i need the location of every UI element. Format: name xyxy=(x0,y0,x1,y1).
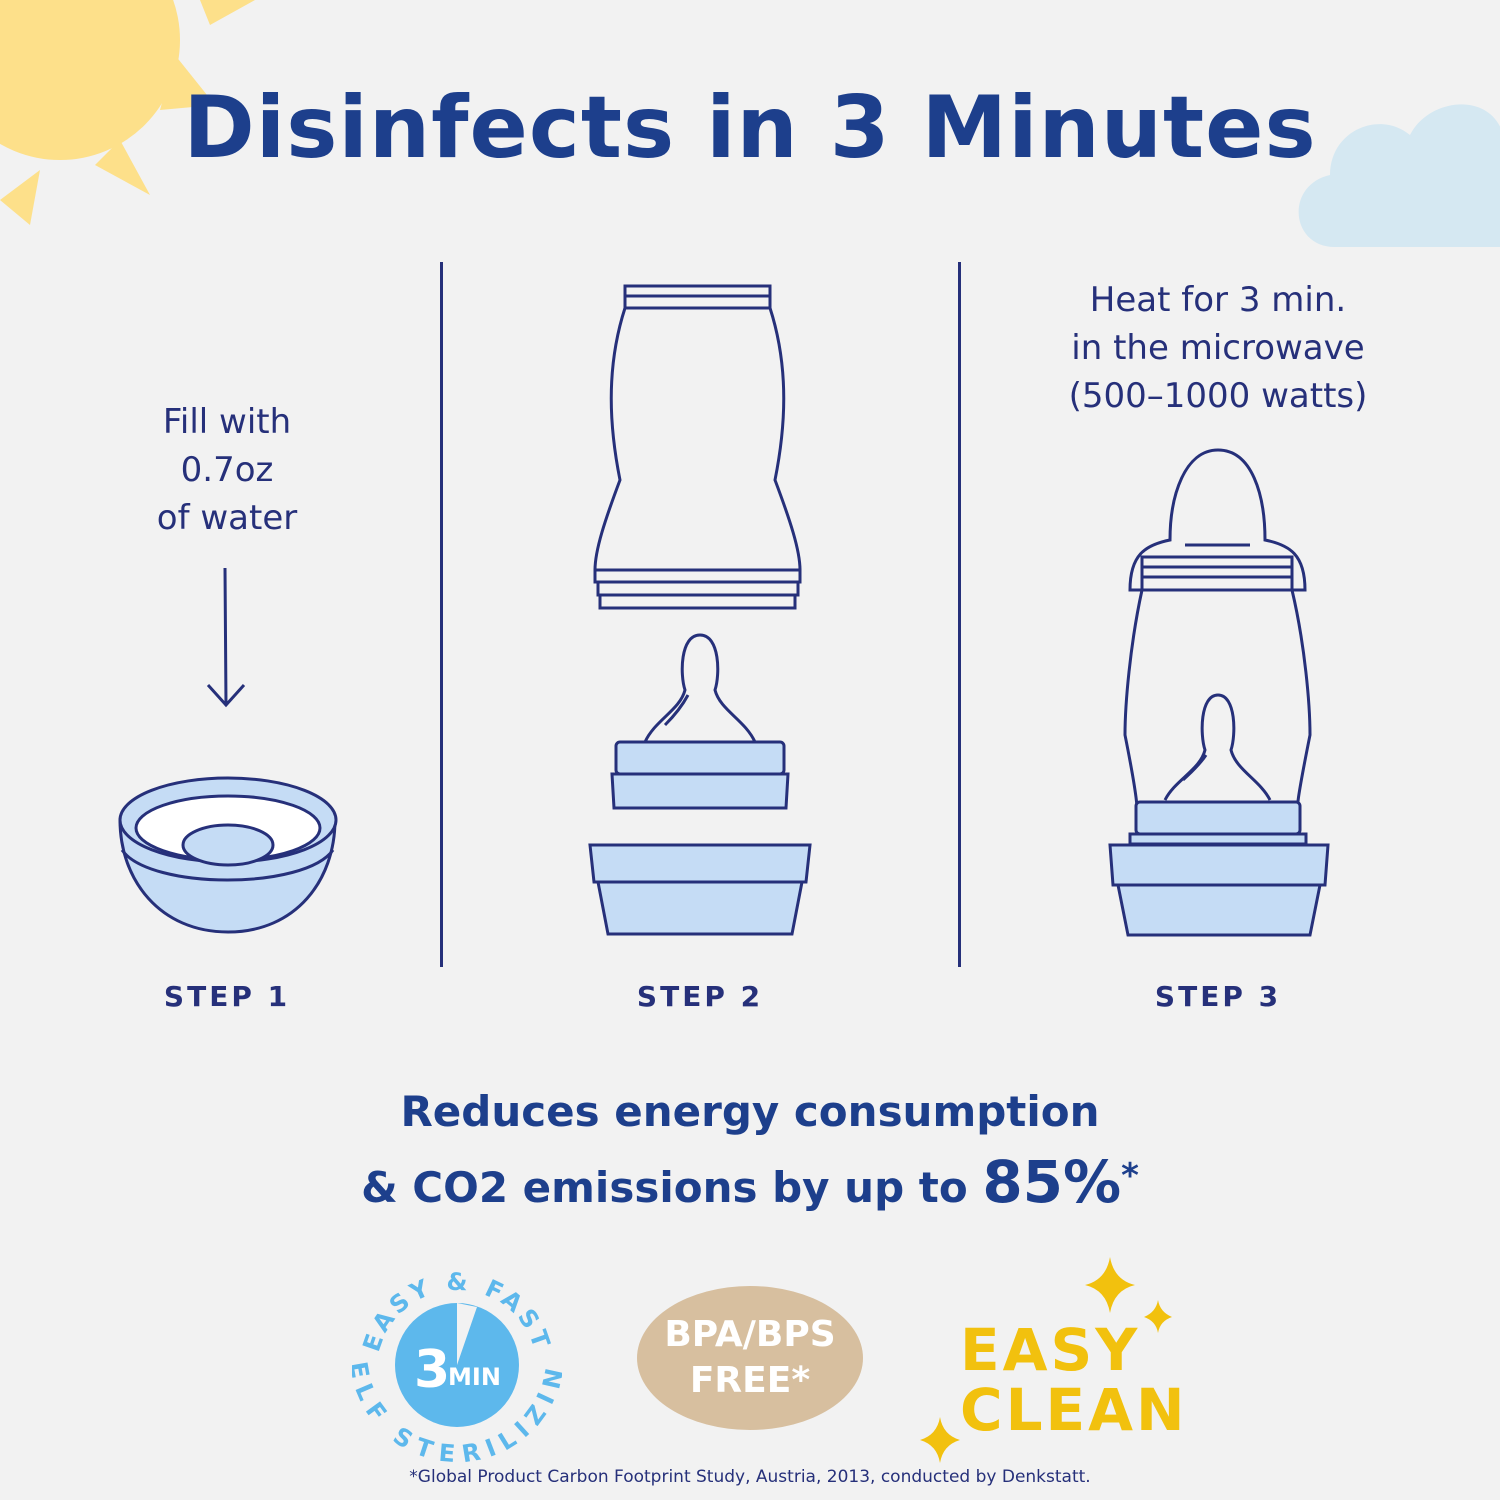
cloud-icon xyxy=(1298,104,1500,247)
bowl-icon xyxy=(118,776,338,934)
arrow-down-icon xyxy=(206,567,246,708)
page-title: Disinfects in 3 Minutes xyxy=(183,78,1317,178)
sparkle-icon xyxy=(1085,1257,1172,1333)
divider xyxy=(440,262,443,967)
divider xyxy=(958,262,961,967)
easy-clean-line1: EASY xyxy=(960,1316,1141,1384)
instruction-line: (500–1000 watts) xyxy=(1068,376,1368,416)
instruction-line: Fill with xyxy=(162,402,292,442)
self-sterilizing-badge: EASY & FAST SELF STERILIZING 3 MIN xyxy=(352,1255,562,1465)
step3-label: STEP 3 xyxy=(1154,980,1282,1013)
instruction-line: 0.7oz xyxy=(180,450,274,490)
claim-highlight: 85% xyxy=(982,1148,1122,1216)
easy-clean-badge: EASY CLEAN xyxy=(960,1320,1188,1440)
instruction-line: in the microwave xyxy=(1071,328,1365,368)
bpa-line2: FREE* xyxy=(689,1360,811,1401)
sparkle-icon xyxy=(920,1417,960,1463)
step1-instruction: Fill with 0.7oz of water xyxy=(77,398,377,542)
claim-line2: & CO2 emissions by up to xyxy=(361,1163,968,1212)
assembled-bottle-icon xyxy=(1108,448,1330,937)
footnote: *Global Product Carbon Footprint Study, … xyxy=(409,1467,1091,1487)
instruction-line: of water xyxy=(156,498,298,538)
bottle-parts-icon xyxy=(588,284,812,936)
easy-clean-line2: CLEAN xyxy=(960,1376,1188,1444)
claim-line1: Reduces energy consumption xyxy=(400,1087,1100,1136)
step3-instruction: Heat for 3 min. in the microwave (500–10… xyxy=(1018,276,1418,420)
sun-icon xyxy=(0,0,255,225)
bpa-free-badge: BPA/BPS FREE* xyxy=(637,1286,863,1430)
energy-claim: Reduces energy consumption & CO2 emissio… xyxy=(0,1080,1500,1220)
claim-footnote-mark: * xyxy=(1121,1156,1139,1196)
step2-label: STEP 2 xyxy=(636,980,764,1013)
instruction-line: Heat for 3 min. xyxy=(1089,280,1347,320)
bpa-line1: BPA/BPS xyxy=(664,1314,836,1355)
step1-label: STEP 1 xyxy=(163,980,291,1013)
badge-number: 3 xyxy=(414,1340,450,1400)
badge-unit: MIN xyxy=(448,1363,501,1391)
